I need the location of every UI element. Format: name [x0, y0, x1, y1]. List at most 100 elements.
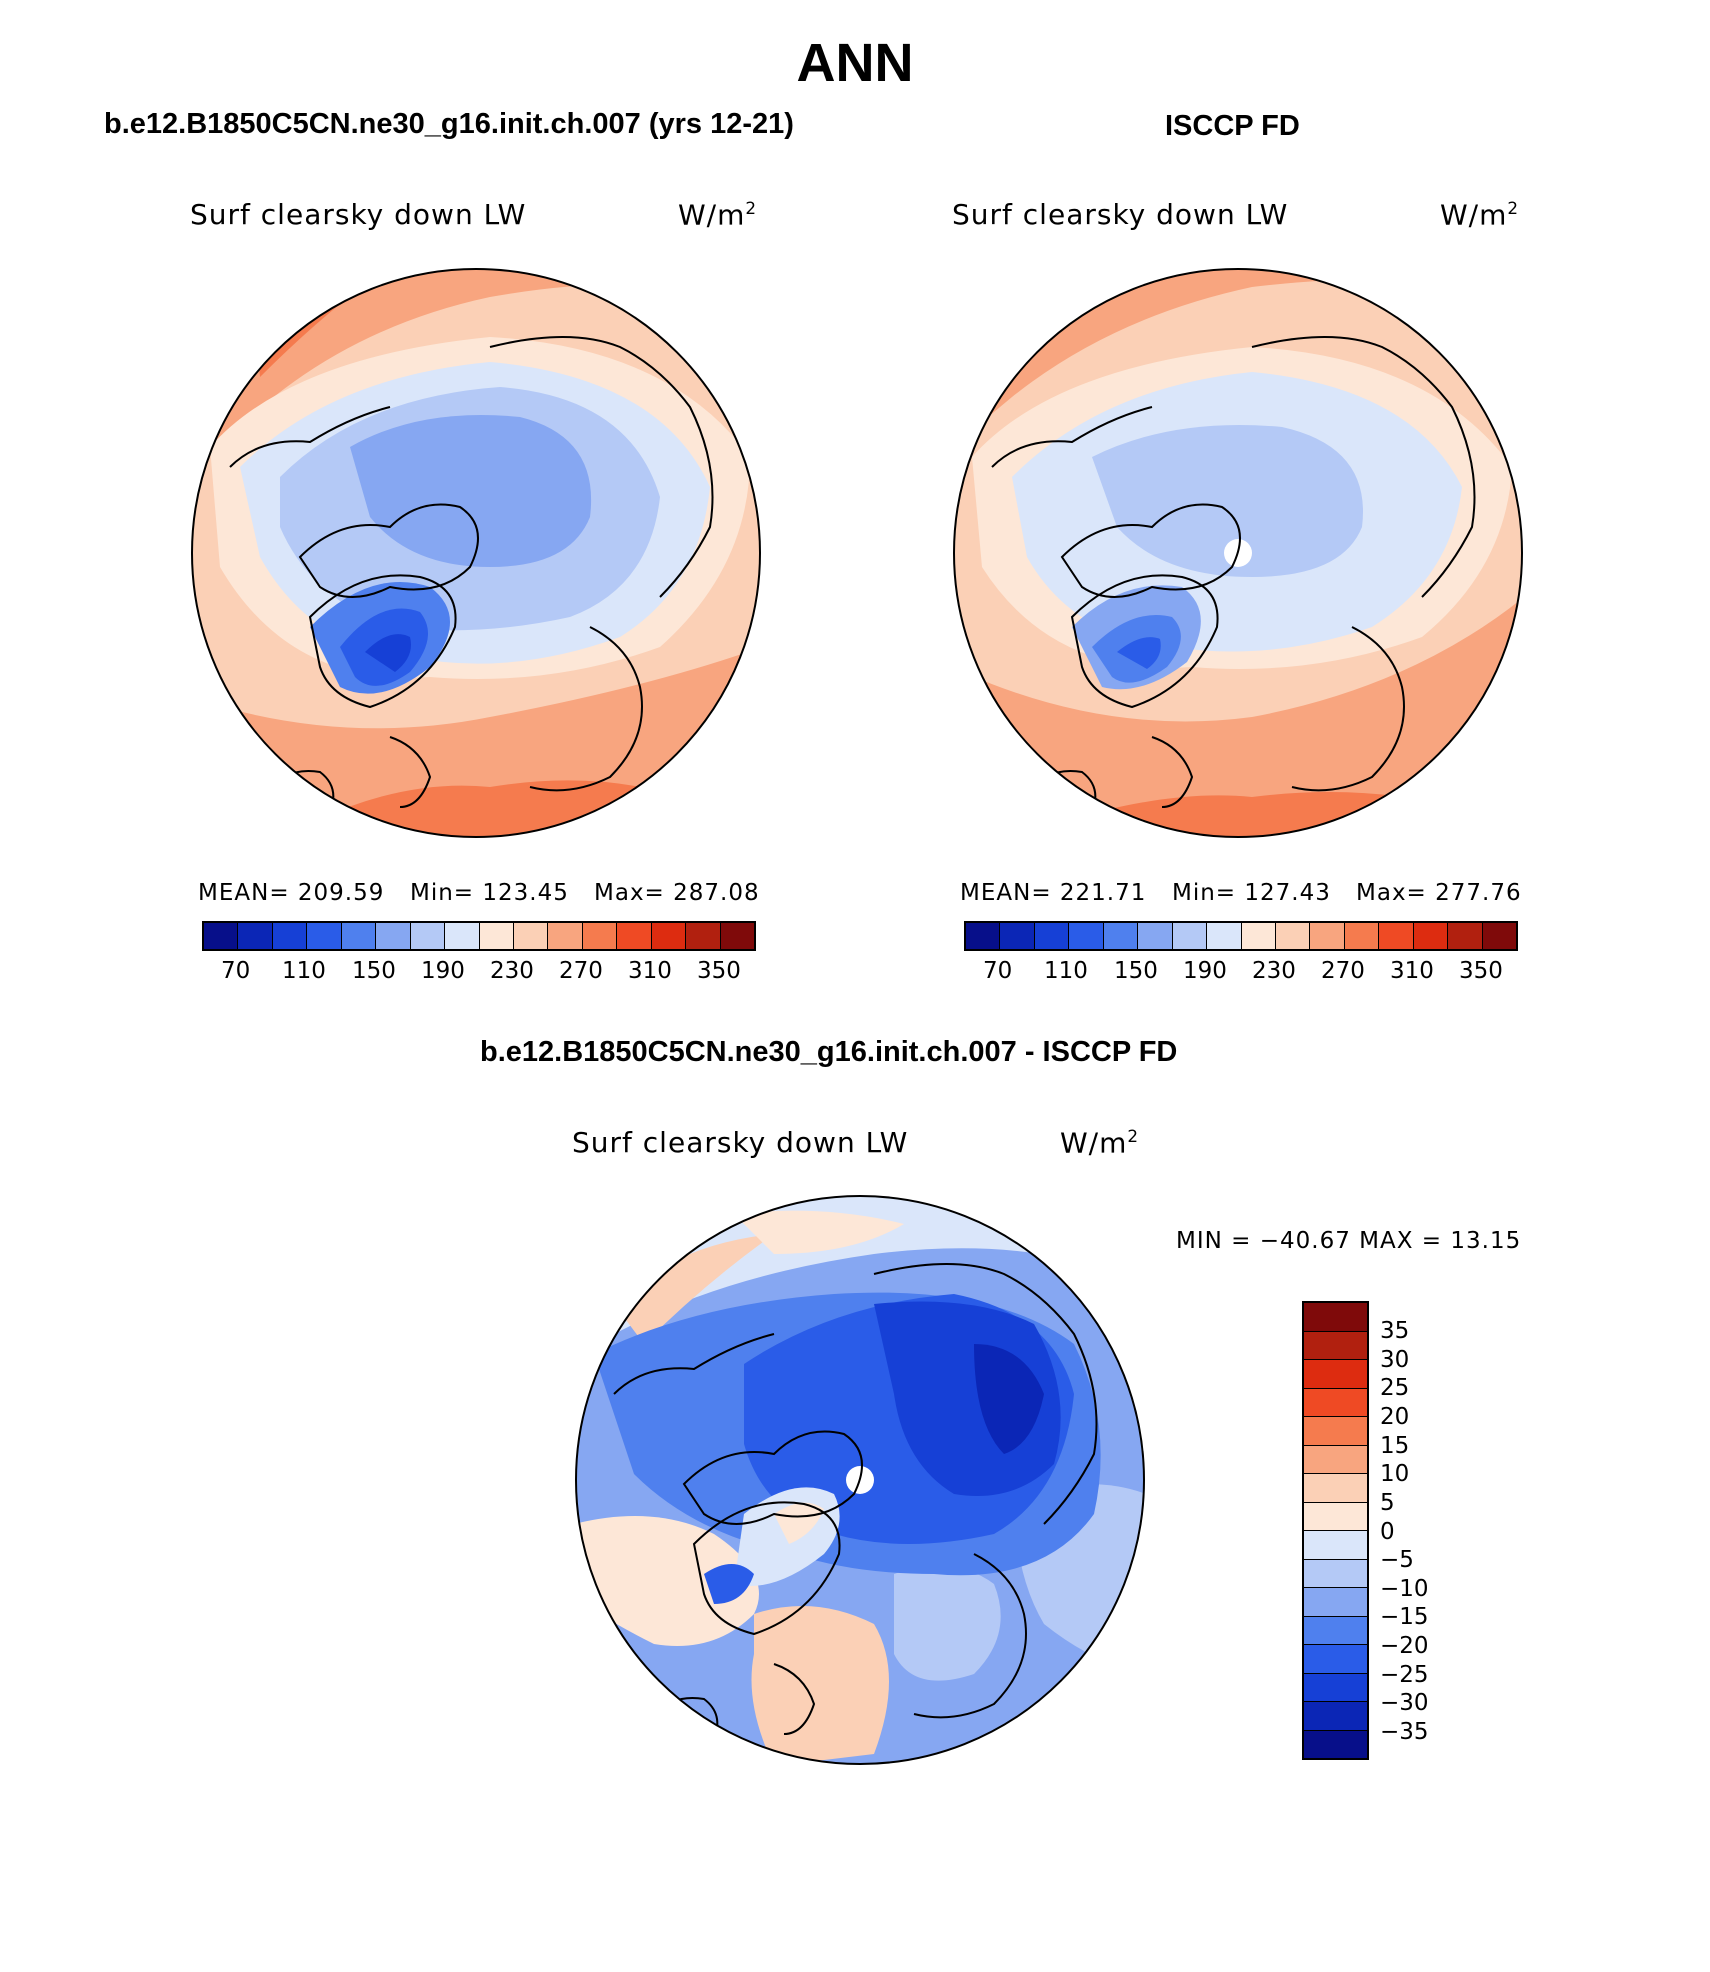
diff-colorbar-bin [1304, 1331, 1367, 1360]
diff-colorbar-tick: 35 [1380, 1318, 1410, 1344]
diff-colorbar [1302, 1301, 1369, 1760]
obs-min-stat: Min= 127.43 [1172, 880, 1331, 906]
obs-colorbar-bin [1448, 923, 1483, 949]
model-panel-heading: b.e12.B1850C5CN.ne30_g16.init.ch.007 (yr… [104, 108, 794, 140]
model-colorbar-bin [479, 923, 514, 949]
diff-minmax-stat: MIN = −40.67 MAX = 13.15 [1176, 1228, 1522, 1254]
diff-colorbar-bin [1304, 1531, 1367, 1560]
model-colorbar-tick: 310 [628, 958, 672, 984]
figure-title: ANN [796, 33, 914, 93]
model-colorbar-bin [238, 923, 273, 949]
model-mean-stat: MEAN= 209.59 [198, 880, 385, 906]
model-colorbar-bin [651, 923, 687, 949]
model-polar-map [191, 268, 761, 838]
diff-colorbar-bin [1304, 1360, 1367, 1389]
model-colorbar-bin [272, 923, 308, 949]
model-colorbar-bin [307, 923, 342, 949]
model-colorbar-tick: 230 [490, 958, 534, 984]
obs-variable-label: Surf clearsky down LW [952, 198, 1289, 231]
diff-colorbar-tick: −25 [1380, 1662, 1429, 1688]
diff-colorbar-bin [1304, 1645, 1367, 1674]
diff-colorbar-bin [1304, 1303, 1367, 1332]
obs-colorbar-tick: 270 [1321, 958, 1365, 984]
obs-colorbar-bin [1482, 923, 1516, 949]
obs-colorbar-tick: 310 [1390, 958, 1434, 984]
obs-colorbar-bin [1275, 923, 1311, 949]
diff-colorbar-bin [1304, 1559, 1367, 1588]
model-colorbar-tick: 70 [221, 958, 251, 984]
diff-colorbar-tick: −10 [1380, 1576, 1429, 1602]
model-colorbar-tick: 190 [421, 958, 465, 984]
diff-colorbar-bin [1304, 1388, 1367, 1417]
obs-colorbar-bin [1138, 923, 1173, 949]
obs-colorbar-bin [1069, 923, 1104, 949]
model-colorbar-bin [582, 923, 618, 949]
diff-colorbar-bin [1304, 1445, 1367, 1474]
obs-colorbar-tick: 150 [1114, 958, 1158, 984]
obs-colorbar-bin [1379, 923, 1414, 949]
diff-colorbar-tick: 15 [1380, 1433, 1410, 1459]
obs-colorbar-tick: 190 [1183, 958, 1227, 984]
obs-colorbar-bin [1344, 923, 1380, 949]
model-colorbar-bin [548, 923, 583, 949]
model-colorbar-tick: 350 [697, 958, 741, 984]
obs-panel-heading: ISCCP FD [1165, 110, 1300, 142]
diff-colorbar-tick: 5 [1380, 1490, 1395, 1516]
diff-variable-label: Surf clearsky down LW [572, 1126, 909, 1159]
diff-colorbar-tick: −30 [1380, 1690, 1429, 1716]
obs-mean-stat: MEAN= 221.71 [960, 880, 1147, 906]
diff-colorbar-tick: −20 [1380, 1633, 1429, 1659]
obs-colorbar-tick: 70 [983, 958, 1013, 984]
obs-colorbar-tick: 110 [1044, 958, 1088, 984]
obs-colorbar-bin [1103, 923, 1139, 949]
obs-max-stat: Max= 277.76 [1356, 880, 1522, 906]
obs-colorbar-bin [1034, 923, 1070, 949]
diff-colorbar-tick: 30 [1380, 1347, 1410, 1373]
model-colorbar-bin [617, 923, 652, 949]
diff-colorbar-tick: 25 [1380, 1375, 1410, 1401]
model-colorbar-bin [720, 923, 754, 949]
diff-units-label: W/m2 [1060, 1126, 1140, 1160]
model-variable-label: Surf clearsky down LW [190, 198, 527, 231]
diff-colorbar-tick: 20 [1380, 1404, 1410, 1430]
model-colorbar [202, 921, 756, 951]
model-colorbar-bin [513, 923, 549, 949]
model-colorbar-bin [686, 923, 721, 949]
obs-colorbar-bin [1413, 923, 1449, 949]
diff-colorbar-tick: −15 [1380, 1604, 1429, 1630]
diff-polar-map [575, 1195, 1145, 1765]
model-colorbar-tick: 150 [352, 958, 396, 984]
obs-colorbar-bin [1207, 923, 1242, 949]
diff-colorbar-bin [1304, 1702, 1367, 1731]
model-colorbar-bin [410, 923, 446, 949]
model-colorbar-bin [341, 923, 377, 949]
model-colorbar-bin [376, 923, 411, 949]
diff-colorbar-tick: −5 [1380, 1547, 1414, 1573]
obs-colorbar-bin [1000, 923, 1035, 949]
obs-colorbar-bin [1172, 923, 1208, 949]
diff-colorbar-tick: 10 [1380, 1461, 1410, 1487]
diff-colorbar-bin [1304, 1588, 1367, 1617]
diff-colorbar-tick: −35 [1380, 1719, 1429, 1745]
model-colorbar-bin [204, 923, 239, 949]
diff-colorbar-bin [1304, 1417, 1367, 1446]
model-colorbar-bin [445, 923, 480, 949]
diff-colorbar-tick: 0 [1380, 1519, 1395, 1545]
obs-colorbar-bin [966, 923, 1001, 949]
model-colorbar-tick: 110 [282, 958, 326, 984]
obs-colorbar-bin [1241, 923, 1276, 949]
diff-colorbar-bin [1304, 1616, 1367, 1645]
model-units-label: W/m2 [678, 198, 758, 232]
model-min-stat: Min= 123.45 [410, 880, 569, 906]
obs-colorbar-bin [1310, 923, 1345, 949]
diff-colorbar-bin [1304, 1673, 1367, 1702]
model-colorbar-tick: 270 [559, 958, 603, 984]
obs-colorbar [964, 921, 1518, 951]
obs-units-label: W/m2 [1440, 198, 1520, 232]
obs-colorbar-tick: 230 [1252, 958, 1296, 984]
diff-colorbar-bin [1304, 1474, 1367, 1503]
diff-colorbar-bin [1304, 1502, 1367, 1531]
obs-polar-map [953, 268, 1523, 838]
diff-panel-heading: b.e12.B1850C5CN.ne30_g16.init.ch.007 - I… [480, 1036, 1178, 1068]
diff-colorbar-bin [1304, 1730, 1367, 1758]
